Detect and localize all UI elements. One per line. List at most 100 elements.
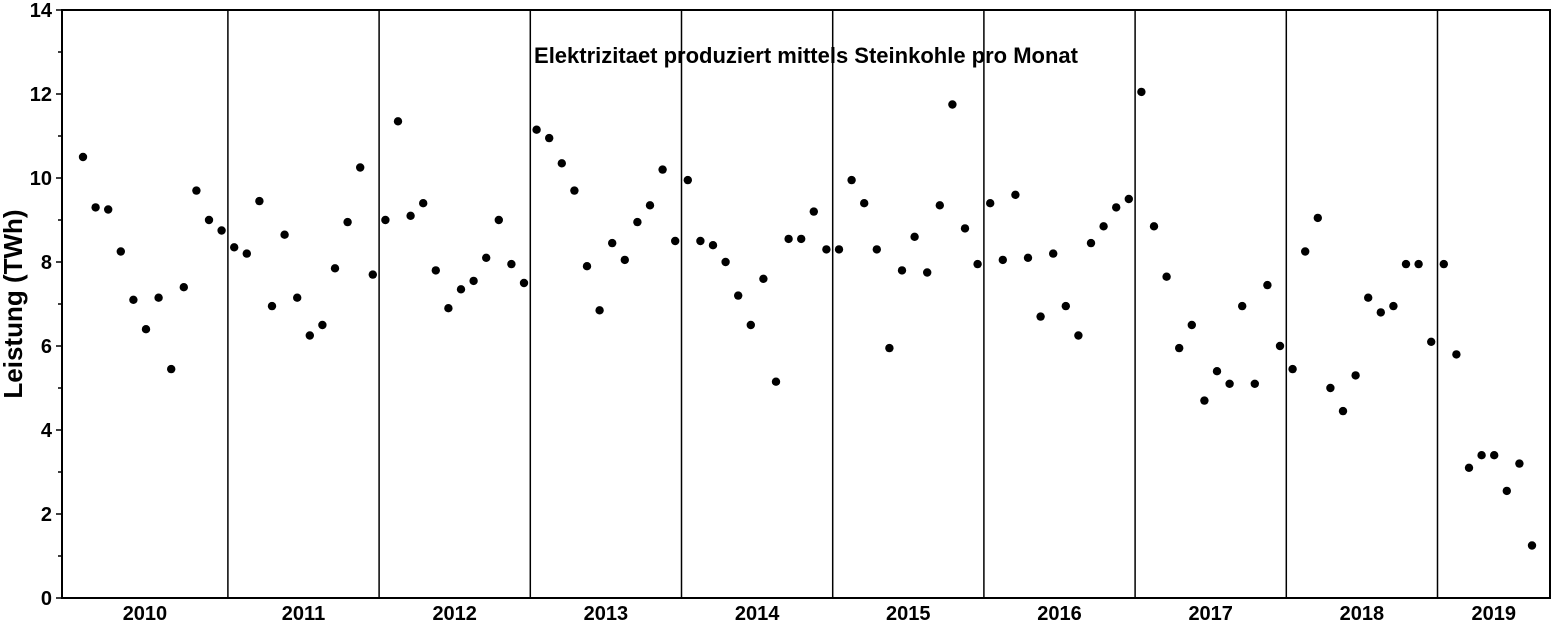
data-point: [1515, 459, 1524, 468]
data-point: [671, 236, 680, 246]
data-point: [948, 100, 957, 109]
data-point: [986, 199, 995, 208]
data-point: [1502, 486, 1512, 496]
data-point: [1477, 451, 1486, 460]
data-point: [1086, 238, 1096, 248]
data-point: [1200, 396, 1209, 405]
data-point: [633, 217, 642, 227]
data-point: [1250, 379, 1260, 388]
data-point: [935, 201, 944, 210]
plot-area: [61, 9, 1551, 599]
data-points: [78, 87, 1537, 550]
x-tick-label-year: 2015: [886, 603, 931, 622]
data-point: [494, 215, 503, 225]
data-point: [771, 377, 781, 386]
y-tick-label: 2: [41, 504, 52, 526]
data-point: [318, 320, 327, 330]
data-point: [1439, 259, 1449, 269]
data-point: [305, 331, 314, 340]
data-point: [1326, 383, 1335, 393]
data-point: [1427, 337, 1436, 346]
data-point: [482, 253, 491, 262]
data-point: [696, 236, 705, 246]
data-point: [960, 224, 970, 233]
data-point: [1275, 341, 1285, 351]
data-point: [1263, 280, 1272, 290]
data-point: [1023, 253, 1033, 262]
data-point: [104, 205, 113, 214]
data-point: [343, 217, 352, 227]
data-point: [1301, 247, 1310, 256]
y-axis: 0 2 4 6 8 10 12 14: [30, 0, 62, 610]
data-point: [1212, 367, 1222, 376]
data-point: [91, 203, 100, 212]
data-point: [784, 234, 793, 244]
y-tick-label: 12: [30, 84, 52, 106]
y-tick-label: 4: [41, 420, 53, 442]
data-point: [834, 245, 844, 254]
data-point: [1187, 320, 1197, 330]
data-point: [204, 215, 214, 225]
data-point: [608, 238, 617, 248]
data-point: [368, 270, 377, 279]
data-point: [1490, 451, 1499, 460]
data-point: [217, 226, 226, 235]
data-point: [1464, 463, 1474, 472]
data-point: [154, 293, 163, 302]
year-dividers: [227, 10, 1439, 598]
data-point: [1011, 190, 1020, 199]
data-point: [1238, 301, 1247, 311]
data-point: [1049, 249, 1058, 258]
data-point: [431, 266, 440, 275]
data-point: [293, 293, 302, 302]
data-point: [456, 285, 466, 294]
data-point: [1099, 222, 1108, 231]
data-point: [78, 152, 88, 162]
data-point: [356, 163, 365, 172]
data-point: [469, 276, 478, 286]
data-point: [1452, 350, 1461, 359]
data-point: [1389, 301, 1398, 311]
data-point: [1175, 343, 1184, 353]
data-point: [381, 215, 390, 225]
data-point: [545, 133, 554, 143]
data-point: [1149, 222, 1159, 231]
data-point: [192, 186, 201, 195]
data-point: [280, 230, 289, 239]
data-point: [708, 241, 718, 250]
data-point: [910, 232, 919, 241]
data-point: [797, 234, 806, 244]
data-point: [1351, 371, 1360, 380]
data-point: [116, 247, 126, 256]
x-tick-label-year: 2019: [1472, 603, 1517, 622]
data-point: [973, 259, 982, 269]
x-tick-label-year: 2018: [1340, 603, 1385, 622]
data-point: [658, 165, 667, 174]
y-tick-label: 8: [41, 252, 52, 274]
data-point: [1288, 364, 1297, 374]
data-point: [167, 364, 176, 374]
x-tick-label-year: 2016: [1037, 603, 1082, 622]
x-tick-label-year: 2013: [584, 603, 629, 622]
data-point: [1364, 293, 1373, 302]
data-point: [897, 266, 907, 275]
data-point: [1313, 213, 1323, 223]
data-point: [330, 264, 340, 273]
data-point: [1074, 331, 1083, 340]
data-point: [998, 255, 1007, 265]
data-point: [393, 117, 403, 126]
data-point: [255, 196, 264, 206]
data-point: [847, 175, 856, 185]
data-point: [1338, 406, 1348, 416]
data-point: [620, 255, 629, 265]
data-point: [860, 199, 869, 208]
data-point: [141, 325, 151, 334]
data-point: [1112, 203, 1121, 212]
data-point: [1036, 312, 1045, 321]
y-tick-label: 14: [30, 0, 53, 22]
data-point: [242, 249, 251, 258]
y-tick-label: 6: [41, 336, 52, 358]
data-point: [595, 306, 604, 315]
data-point: [406, 211, 415, 220]
